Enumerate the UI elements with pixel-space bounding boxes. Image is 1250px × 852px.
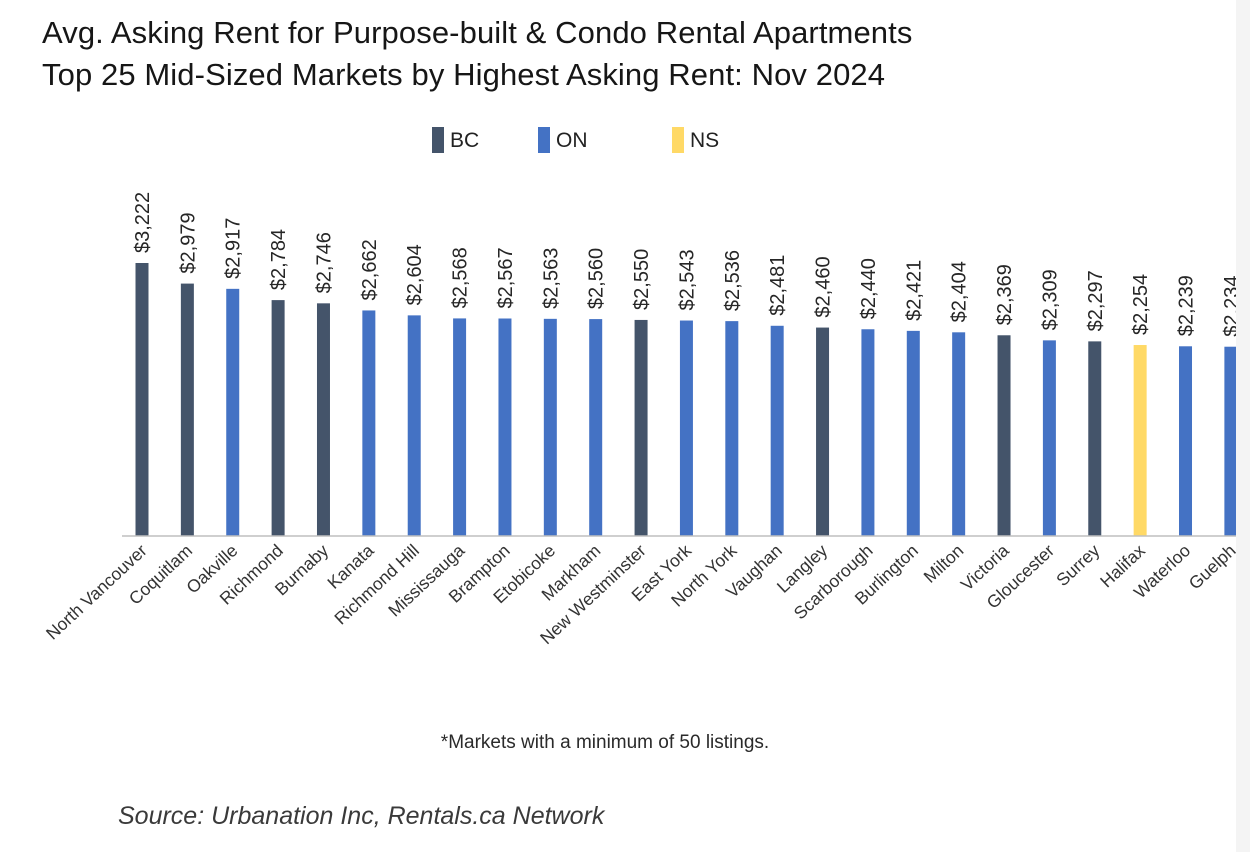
window-edge <box>1236 0 1250 852</box>
data-label-gloucester: $2,309 <box>1039 269 1061 330</box>
data-label-markham: $2,560 <box>586 248 608 309</box>
bar-brampton <box>498 318 512 536</box>
bar-waterloo <box>1179 346 1193 536</box>
bar-milton <box>952 332 966 536</box>
bar-richmond <box>271 300 285 536</box>
data-label-burlington: $2,421 <box>903 260 925 321</box>
data-label-mississauga: $2,568 <box>450 247 472 308</box>
category-label-surrey: Surrey <box>1052 540 1104 590</box>
data-label-langley: $2,460 <box>813 256 835 317</box>
bar-coquitlam <box>180 283 194 536</box>
bar-vaughan <box>770 325 784 536</box>
data-label-north-vancouver: $3,222 <box>132 192 154 253</box>
data-label-waterloo: $2,239 <box>1176 275 1198 336</box>
chart-title: Avg. Asking Rent for Purpose-built & Con… <box>42 15 913 50</box>
bar-langley <box>816 327 830 536</box>
data-label-oakville: $2,917 <box>223 218 245 279</box>
bar-mississauga <box>453 318 467 536</box>
bar-new-westminster <box>634 319 648 536</box>
bar-oakville <box>226 288 240 536</box>
bar-victoria <box>997 335 1011 536</box>
data-label-brampton: $2,567 <box>495 247 517 308</box>
bar-etobicoke <box>543 318 557 536</box>
data-label-new-westminster: $2,550 <box>631 249 653 310</box>
legend-label-ns: NS <box>690 129 719 152</box>
data-label-scarborough: $2,440 <box>858 258 880 319</box>
chart-subtitle: Top 25 Mid-Sized Markets by Highest Aski… <box>42 57 886 92</box>
data-label-surrey: $2,297 <box>1085 270 1107 331</box>
data-label-burnaby: $2,746 <box>313 232 335 293</box>
data-label-etobicoke: $2,563 <box>540 248 562 309</box>
data-label-vaughan: $2,481 <box>767 255 789 316</box>
legend-swatch-bc <box>432 127 444 153</box>
legend-label-on: ON <box>556 129 588 152</box>
legend-swatch-ns <box>672 127 684 153</box>
bar-richmond-hill <box>407 315 421 536</box>
legend-swatch-on <box>538 127 550 153</box>
bar-scarborough <box>861 329 875 536</box>
data-label-coquitlam: $2,979 <box>177 212 199 273</box>
bar-north-vancouver <box>135 263 149 536</box>
bar-kanata <box>362 310 376 536</box>
data-label-richmond-hill: $2,604 <box>404 244 426 305</box>
bar-burnaby <box>316 303 330 536</box>
data-label-east-york: $2,543 <box>676 249 698 310</box>
data-label-kanata: $2,662 <box>359 239 381 300</box>
legend: BC ON NS <box>432 127 719 153</box>
bar-east-york <box>679 320 693 536</box>
data-label-north-york: $2,536 <box>722 250 744 311</box>
data-label-halifax: $2,254 <box>1130 274 1152 335</box>
bar-gloucester <box>1042 340 1056 536</box>
footnote: *Markets with a minimum of 50 listings. <box>440 732 770 753</box>
bar-burlington <box>906 330 920 536</box>
bar-north-york <box>725 321 739 536</box>
source-note: Source: Urbanation Inc, Rentals.ca Netwo… <box>118 802 605 830</box>
bar-markham <box>589 319 603 536</box>
data-label-richmond: $2,784 <box>268 229 290 290</box>
data-label-milton: $2,404 <box>949 261 971 322</box>
category-label-guelph: Guelph <box>1185 540 1240 593</box>
bar-guelph <box>1224 346 1238 536</box>
bar-surrey <box>1088 341 1102 536</box>
data-label-victoria: $2,369 <box>994 264 1016 325</box>
bar-halifax <box>1133 345 1147 536</box>
legend-label-bc: BC <box>450 129 479 152</box>
